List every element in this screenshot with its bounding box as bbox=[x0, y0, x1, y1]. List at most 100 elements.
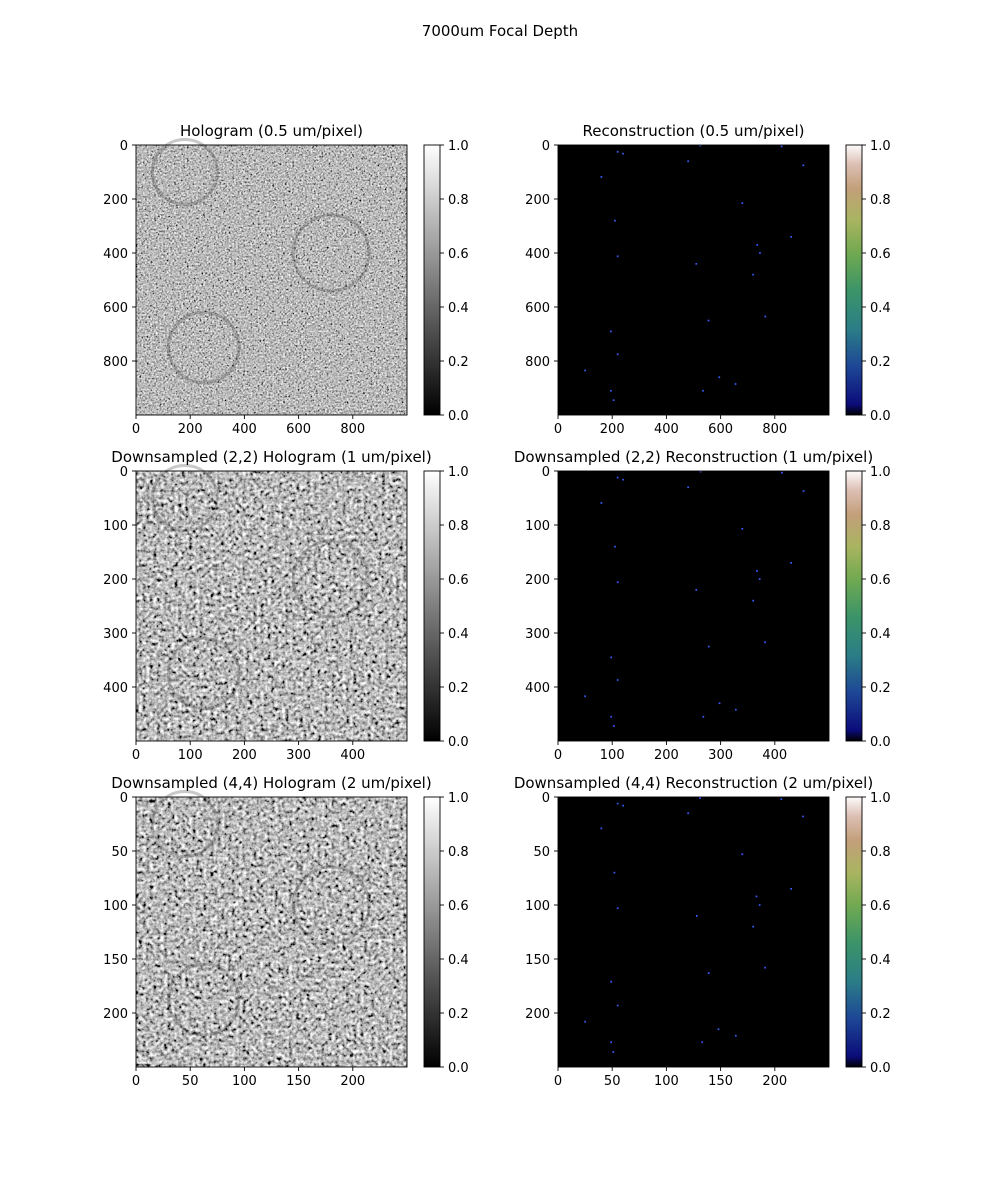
panel-4: Downsampled (2,2) Reconstruction (1 um/p… bbox=[514, 448, 891, 763]
diffraction-ring bbox=[291, 213, 371, 293]
particle-point bbox=[758, 578, 761, 580]
particle-point bbox=[780, 798, 783, 801]
y-tick-label: 200 bbox=[525, 193, 550, 208]
colorbar-tick-label: 0.0 bbox=[870, 1061, 891, 1076]
colorbar-tick-label: 1.0 bbox=[870, 791, 891, 806]
particle-point bbox=[610, 389, 612, 392]
colorbar-tick-label: 0.2 bbox=[448, 681, 469, 696]
y-tick-label: 150 bbox=[103, 953, 128, 968]
colorbar-tick-label: 0.2 bbox=[448, 1007, 469, 1022]
y-tick-label: 0 bbox=[120, 791, 128, 806]
particle-point bbox=[610, 715, 613, 718]
colorbar-tick-label: 0.0 bbox=[448, 409, 469, 424]
particle-point bbox=[752, 599, 755, 602]
colorbar-tick-label: 0.0 bbox=[870, 409, 891, 424]
panel-title: Downsampled (4,4) Hologram (2 um/pixel) bbox=[111, 774, 431, 792]
particle-point bbox=[741, 202, 744, 204]
x-tick-label: 150 bbox=[708, 1074, 733, 1089]
colorbar-tick-label: 0.4 bbox=[870, 627, 891, 642]
axes-frame bbox=[557, 144, 830, 416]
particle-point bbox=[707, 972, 710, 974]
panel-title: Reconstruction (0.5 um/pixel) bbox=[582, 122, 804, 140]
y-tick-label: 0 bbox=[542, 465, 550, 480]
y-tick-label: 200 bbox=[103, 573, 128, 588]
x-tick-label: 400 bbox=[340, 748, 365, 763]
x-tick-label: 0 bbox=[132, 422, 140, 437]
particle-point bbox=[699, 470, 702, 473]
particle-point bbox=[756, 570, 758, 572]
particle-point bbox=[759, 252, 761, 254]
particle-point bbox=[600, 502, 603, 504]
colorbar-tick-label: 0.8 bbox=[870, 193, 891, 208]
particle-point bbox=[755, 895, 758, 898]
panel-1: Hologram (0.5 um/pixel) 0 200 400 600 800 0 200… bbox=[103, 122, 469, 437]
x-tick-label: 100 bbox=[178, 748, 203, 763]
particle-point bbox=[756, 244, 759, 246]
particle-point bbox=[752, 925, 755, 928]
panel-title: Downsampled (2,2) Hologram (1 um/pixel) bbox=[111, 448, 431, 466]
x-tick-label: 400 bbox=[232, 422, 257, 437]
particle-point bbox=[687, 812, 689, 815]
particle-point bbox=[616, 907, 619, 910]
x-tick-label: 800 bbox=[762, 422, 787, 437]
particle-point bbox=[610, 656, 613, 659]
panel-2: Reconstruction (0.5 um/pixel) 0 200 400 600 8… bbox=[525, 122, 891, 437]
y-tick-label: 200 bbox=[103, 193, 128, 208]
colorbar-tick-label: 1.0 bbox=[448, 465, 469, 480]
particle-point bbox=[695, 589, 698, 591]
panel-title: Hologram (0.5 um/pixel) bbox=[180, 122, 363, 140]
x-tick-label: 0 bbox=[554, 422, 562, 437]
particle-point bbox=[695, 263, 698, 265]
colorbar-tick-label: 0.0 bbox=[448, 1061, 469, 1076]
particle-point bbox=[612, 399, 615, 402]
reconstruction-image bbox=[558, 145, 829, 415]
particle-point bbox=[758, 904, 761, 906]
colorbar-tick-label: 0.4 bbox=[870, 301, 891, 316]
particle-point bbox=[790, 888, 792, 890]
particle-point bbox=[584, 369, 586, 372]
x-tick-label: 200 bbox=[600, 422, 625, 437]
y-tick-label: 150 bbox=[525, 953, 550, 968]
particle-point bbox=[584, 695, 586, 698]
particle-point bbox=[802, 815, 804, 818]
colorbar bbox=[845, 470, 863, 742]
x-tick-label: 0 bbox=[554, 1074, 562, 1089]
hologram-image bbox=[136, 471, 407, 741]
particle-point bbox=[702, 715, 705, 718]
colorbar-tick-label: 1.0 bbox=[448, 791, 469, 806]
y-tick-label: 400 bbox=[525, 247, 550, 262]
particle-point bbox=[718, 702, 721, 705]
colorbar-tick-label: 0.8 bbox=[448, 845, 469, 860]
colorbar-tick-label: 0.0 bbox=[870, 735, 891, 750]
x-tick-label: 100 bbox=[232, 1074, 257, 1089]
particle-point bbox=[610, 1041, 613, 1044]
particle-point bbox=[612, 1051, 615, 1053]
x-tick-label: 300 bbox=[708, 748, 733, 763]
y-tick-label: 200 bbox=[525, 1007, 550, 1022]
panel-3: Downsampled (2,2) Hologram (1 um/pixel) 0… bbox=[103, 448, 469, 763]
particle-point bbox=[734, 383, 737, 385]
colorbar-tick-label: 0.8 bbox=[870, 519, 891, 534]
colorbar-tick-label: 0.8 bbox=[448, 193, 469, 208]
x-tick-label: 800 bbox=[340, 422, 365, 437]
particle-point bbox=[802, 164, 805, 167]
particle-point bbox=[707, 319, 710, 322]
colorbar-tick-label: 0.0 bbox=[448, 735, 469, 750]
colorbar-tick-label: 0.4 bbox=[448, 627, 469, 642]
colorbar-tick-label: 0.6 bbox=[870, 899, 891, 914]
panels: Hologram (0.5 um/pixel) 0 200 400 600 800 0 200… bbox=[103, 122, 891, 1089]
particle-point bbox=[699, 144, 702, 147]
diffraction-ring bbox=[291, 539, 371, 619]
y-tick-label: 800 bbox=[525, 355, 550, 370]
x-tick-label: 200 bbox=[654, 748, 679, 763]
axes-frame bbox=[135, 144, 408, 416]
y-tick-label: 400 bbox=[103, 681, 128, 696]
particle-point bbox=[699, 797, 701, 799]
panel-title: Downsampled (2,2) Reconstruction (1 um/p… bbox=[514, 448, 873, 466]
y-tick-label: 100 bbox=[525, 519, 550, 534]
hologram-image bbox=[136, 145, 407, 415]
colorbar-tick-label: 1.0 bbox=[870, 139, 891, 154]
particle-point bbox=[764, 315, 767, 318]
colorbar-tick-label: 0.6 bbox=[870, 247, 891, 262]
